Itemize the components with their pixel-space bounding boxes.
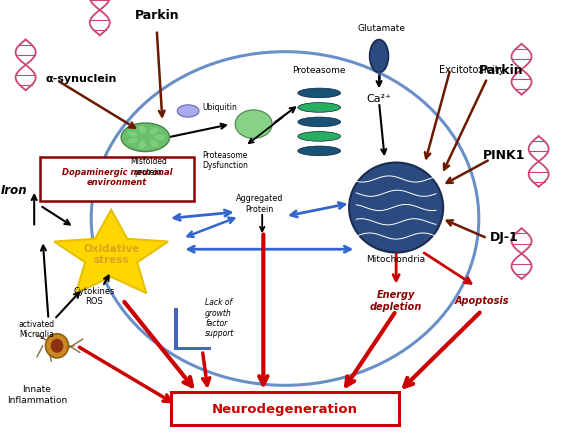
Ellipse shape	[139, 127, 146, 134]
Ellipse shape	[128, 138, 137, 144]
Text: Dopaminergic neuronal
environment: Dopaminergic neuronal environment	[62, 168, 172, 187]
Ellipse shape	[349, 163, 443, 253]
Text: Parkin: Parkin	[135, 9, 179, 22]
Text: Misfolded
protein: Misfolded protein	[130, 157, 166, 176]
Ellipse shape	[298, 103, 341, 113]
Text: Proteasome
Dysfunction: Proteasome Dysfunction	[202, 150, 248, 170]
Text: Proteasome: Proteasome	[292, 66, 346, 74]
Text: Neurodegeneration: Neurodegeneration	[212, 402, 358, 415]
Ellipse shape	[298, 118, 341, 127]
Text: Cytokines
ROS: Cytokines ROS	[74, 286, 115, 305]
Text: activated
Microglia: activated Microglia	[19, 319, 55, 338]
Ellipse shape	[139, 142, 146, 149]
Text: Oxidative
stress: Oxidative stress	[83, 243, 139, 265]
Bar	[40, 158, 194, 201]
Ellipse shape	[298, 132, 341, 142]
Bar	[174, 309, 178, 350]
Text: Excitotoxicity: Excitotoxicity	[439, 65, 504, 75]
Bar	[174, 347, 211, 350]
Bar	[171, 392, 399, 425]
Text: Mitochondria: Mitochondria	[367, 254, 426, 263]
Ellipse shape	[150, 128, 158, 135]
Text: Iron: Iron	[1, 184, 27, 197]
Text: Energy
depletion: Energy depletion	[370, 289, 422, 311]
Text: Apoptosis: Apoptosis	[454, 295, 509, 305]
Text: Glutamate: Glutamate	[358, 24, 406, 33]
Ellipse shape	[369, 41, 389, 73]
Ellipse shape	[235, 111, 272, 139]
Text: Ca²⁺: Ca²⁺	[367, 94, 392, 103]
Text: DJ-1: DJ-1	[490, 230, 519, 243]
Text: Ubiquitin: Ubiquitin	[202, 103, 237, 112]
Text: Innate
Inflammation: Innate Inflammation	[7, 385, 67, 404]
Text: Lack of
growth
factor
support: Lack of growth factor support	[205, 297, 235, 338]
Polygon shape	[54, 210, 168, 293]
Ellipse shape	[51, 339, 63, 353]
Ellipse shape	[121, 124, 170, 152]
Ellipse shape	[298, 89, 341, 99]
Text: α-synuclein: α-synuclein	[46, 74, 117, 84]
Ellipse shape	[128, 132, 137, 138]
Text: PINK1: PINK1	[483, 149, 526, 162]
Ellipse shape	[150, 141, 158, 148]
Ellipse shape	[298, 147, 341, 156]
Text: Parkin: Parkin	[479, 64, 524, 77]
Ellipse shape	[46, 334, 68, 358]
Text: Aggregated
Protein: Aggregated Protein	[235, 194, 283, 213]
Ellipse shape	[154, 135, 165, 141]
Ellipse shape	[177, 106, 199, 118]
Ellipse shape	[154, 135, 165, 141]
